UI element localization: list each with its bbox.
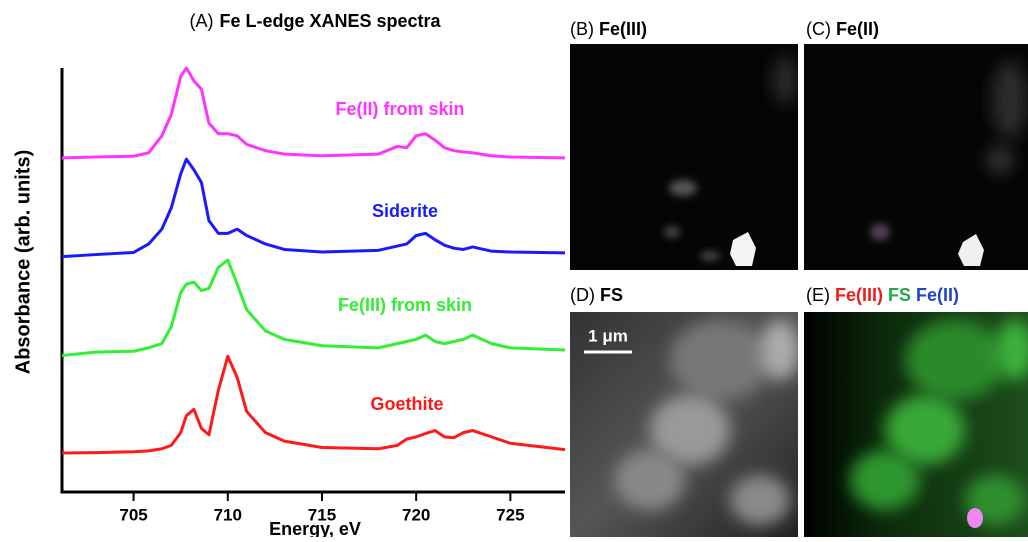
panel-title-part: Fe(II) [836,19,879,39]
panel-title: (E) Fe(III) FS Fe(II) [806,285,959,305]
panel-title-part: FS [600,285,623,305]
x-tick-label: 725 [496,505,524,524]
image-fe2 [804,44,1028,270]
panel-label: (B) [570,19,594,39]
xanes-chart: (A) Fe L-edge XANES spectra 705 710 715 720 72… [12,11,566,539]
series-label: Fe(II) from skin [335,99,464,119]
x-tick-label: 705 [119,505,147,524]
series-label: Fe(III) from skin [338,295,472,315]
panel-label: (D) [570,285,595,305]
panel-label: (A) [189,11,213,31]
image-fs [570,312,798,537]
spectrum-line [61,258,566,357]
y-axis-label: Absorbance (arb. units) [12,150,34,374]
title-text: Fe L-edge XANES spectra [219,11,441,31]
panel-title: (D) FS [570,285,623,305]
x-tick-label: 715 [308,505,336,524]
spectrum-line [61,66,566,160]
image-composite [804,312,1028,537]
panel-title-part: FS [888,285,911,305]
panel-label: (C) [806,19,831,39]
panel-title-part: Fe(III) [835,285,883,305]
panel-label: (E) [806,285,830,305]
panel-title-part: Fe(II) [916,285,959,305]
x-tick-label: 720 [402,505,430,524]
x-axis-label: Energy, eV [269,519,361,537]
series-label: Goethite [370,394,443,414]
chart-title: (A) Fe L-edge XANES spectra [189,11,441,31]
spectrum-line [61,354,566,455]
image-fe3 [570,44,798,270]
x-tick-label: 710 [214,505,242,524]
spectrum-line [61,157,566,259]
panel-title: (C) Fe(II) [806,19,879,39]
panel-title-part: Fe(III) [599,19,647,39]
series-label: Siderite [372,201,438,221]
scale-bar-label: 1 μm [588,326,628,345]
panel-title: (B) Fe(III) [570,19,647,39]
panel-labels: (B) Fe(III) (C) Fe(II)(D) FS1 μm(E) Fe(III) FS… [570,19,959,346]
